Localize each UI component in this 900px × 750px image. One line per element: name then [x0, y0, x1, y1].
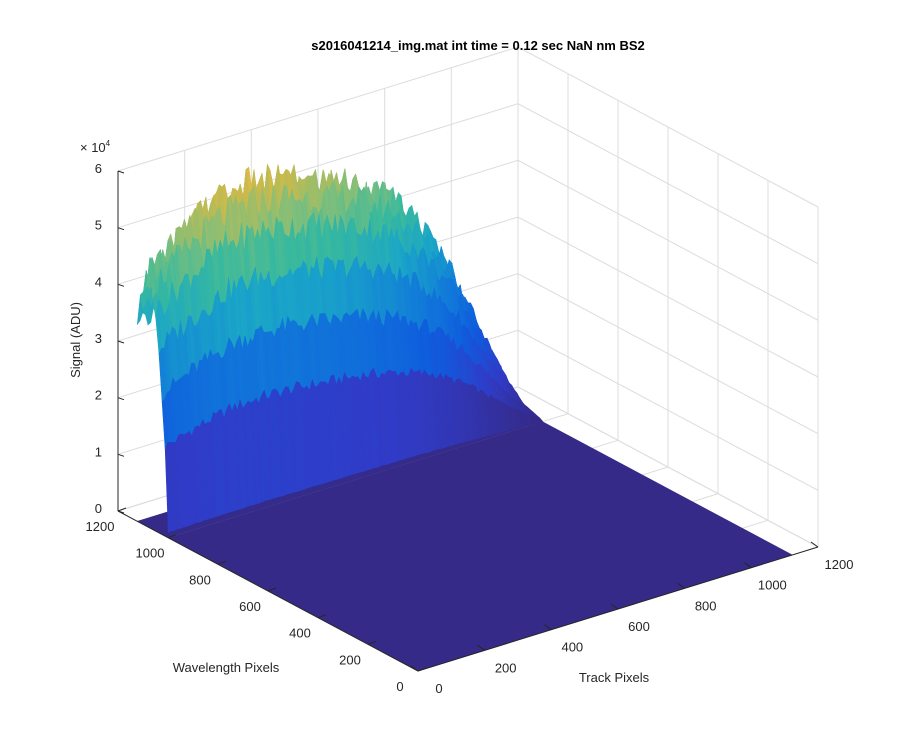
track-tick-label: 1200 [825, 557, 854, 572]
wavelength-tick-mark [317, 614, 327, 619]
track-tick-mark [610, 603, 619, 610]
track-tick-label: 400 [561, 640, 583, 655]
wavelength-tick-mark [267, 587, 277, 592]
signal-tick-label: 0 [95, 501, 102, 516]
wavelength-tick-mark [167, 534, 177, 539]
z-exponent-label: × 104 [80, 139, 111, 155]
signal-tick-mark [117, 283, 125, 287]
wavelength-tick-mark [367, 640, 377, 645]
signal-tick-mark [117, 510, 125, 514]
track-tick-mark [677, 582, 685, 589]
gridline-signal [117, 46, 819, 208]
wavelength-tick-label: 0 [396, 679, 403, 694]
track-tick-mark [744, 562, 752, 569]
wavelength-tick-mark [217, 560, 227, 565]
wavelength-tick-mark [117, 507, 127, 512]
track-tick-label: 800 [695, 598, 717, 613]
wavelength-tick-label: 800 [189, 572, 211, 587]
signal-tick-label: 1 [95, 444, 102, 459]
signal-surface [136, 163, 793, 671]
signal-tick-label: 6 [95, 161, 102, 176]
surface-floor [168, 421, 793, 671]
signal-tick-mark [117, 340, 125, 344]
signal-tick-mark [117, 397, 125, 401]
signal-tick-label: 3 [95, 331, 102, 346]
signal-tick-label: 5 [95, 218, 102, 233]
track-tick-mark [544, 624, 552, 631]
surface-ridge-lip [168, 421, 543, 538]
track-axis-label: Track Pixels [579, 670, 650, 685]
track-tick-label: 1000 [758, 578, 787, 593]
signal-tick-label: 4 [95, 274, 102, 289]
chart-title: s2016041214_img.mat int time = 0.12 sec … [311, 38, 645, 53]
axes-ticks: 0200400600800100012000200400600800100012… [86, 161, 854, 696]
signal-tick-mark [117, 227, 125, 231]
track-tick-mark [410, 665, 419, 672]
track-tick-mark [477, 644, 485, 651]
track-tick-label: 0 [435, 681, 442, 696]
wavelength-tick-label: 1000 [136, 546, 165, 561]
track-tick-label: 200 [495, 660, 517, 675]
track-tick-mark [810, 541, 819, 548]
wavelength-tick-label: 200 [339, 652, 361, 667]
signal-tick-mark [117, 453, 125, 457]
wavelength-tick-label: 400 [289, 626, 311, 641]
signal-tick-label: 2 [95, 388, 102, 403]
wavelength-tick-label: 1200 [86, 519, 115, 534]
signal-tick-mark [117, 170, 125, 174]
z-axis-label: Signal (ADU) [68, 302, 83, 378]
wavelength-tick-label: 600 [239, 599, 261, 614]
wavelength-tick-mark [417, 667, 427, 672]
wavelength-axis-label: Wavelength Pixels [173, 660, 280, 675]
track-tick-label: 600 [628, 619, 650, 634]
